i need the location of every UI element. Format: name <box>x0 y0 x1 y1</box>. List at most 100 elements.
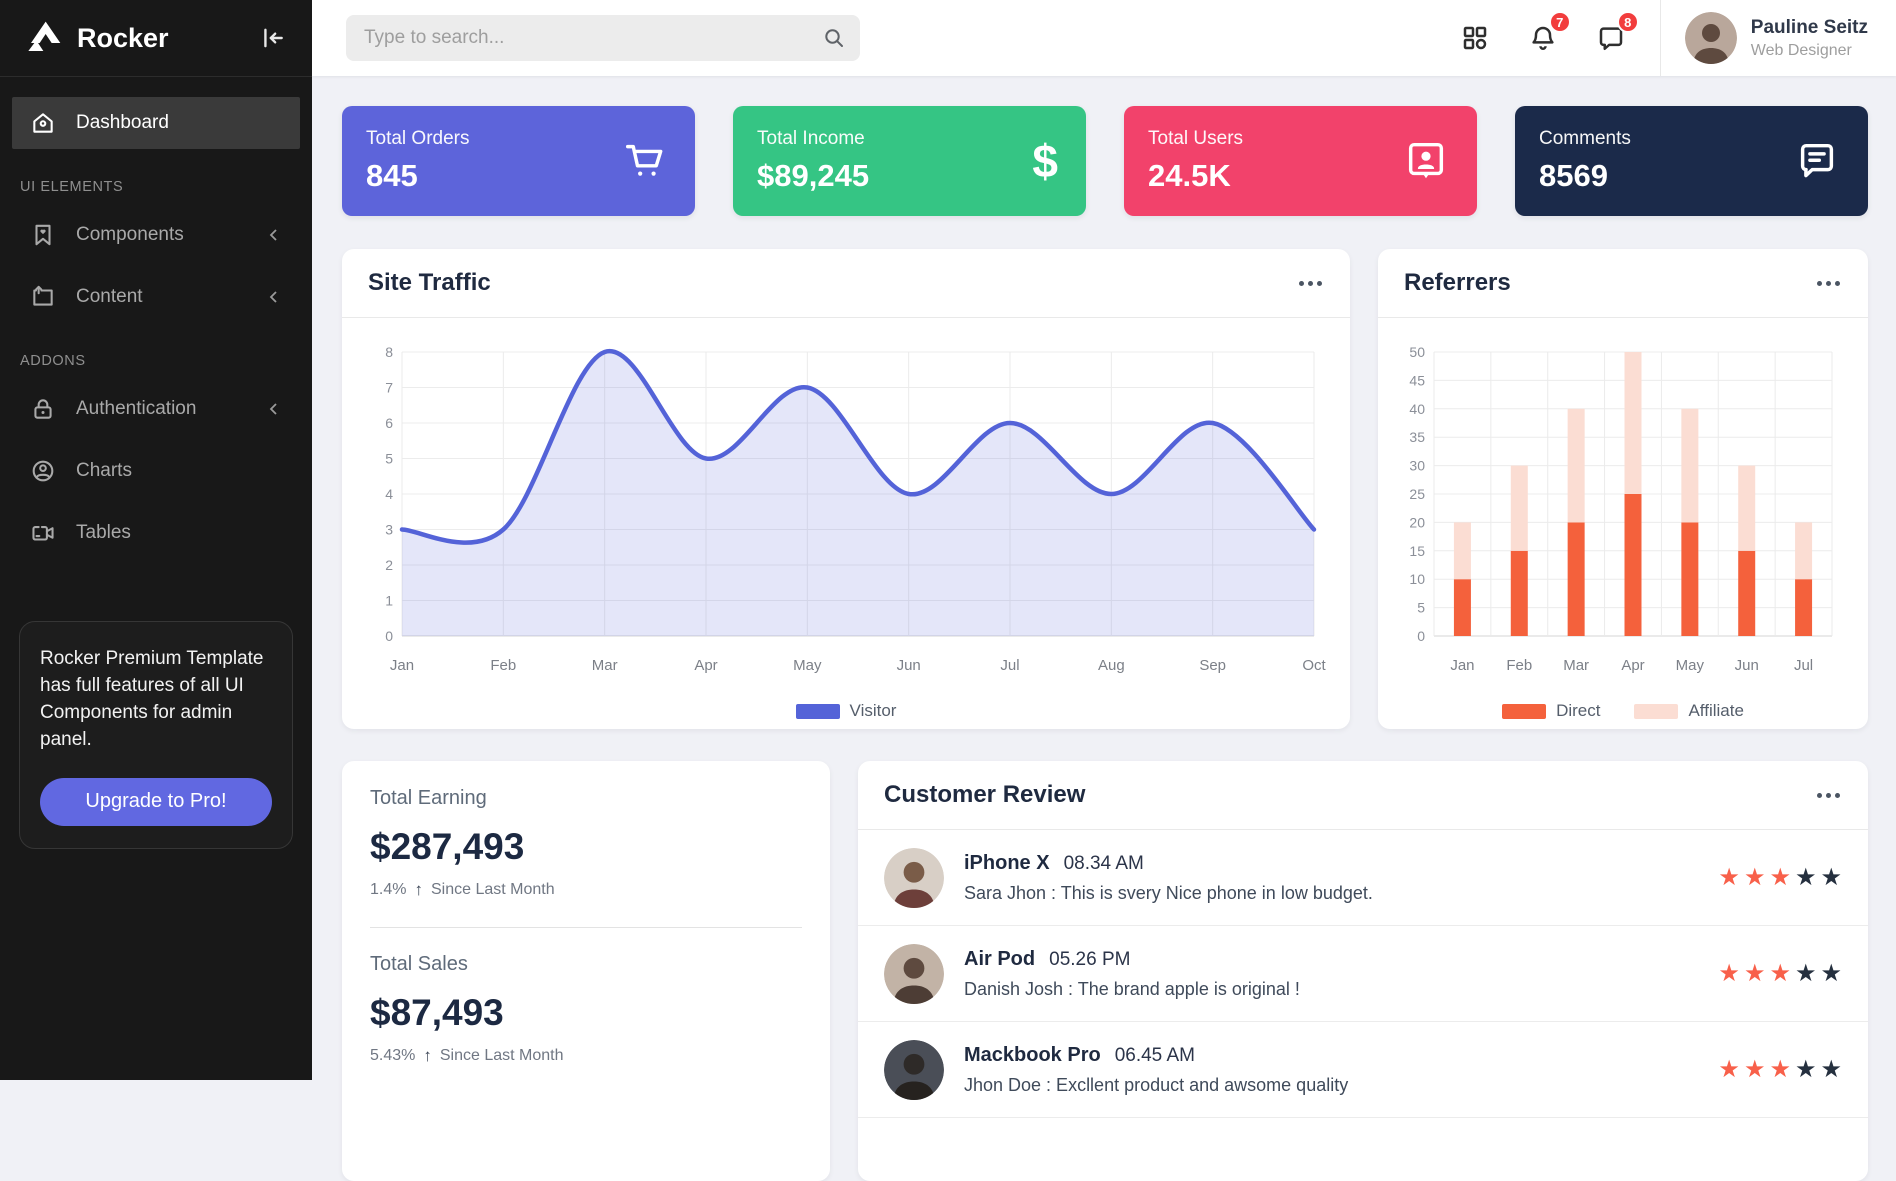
review-row-iphone-x: iPhone X 08.34 AM Sara Jhon : This is sv… <box>858 830 1868 926</box>
customer-review-menu-button[interactable] <box>1815 787 1842 804</box>
earning-value: $287,493 <box>370 826 525 867</box>
stat-card-total-orders: Total Orders 845 <box>342 106 695 216</box>
site-traffic-menu-button[interactable] <box>1297 275 1324 292</box>
svg-text:45: 45 <box>1409 372 1425 388</box>
notifications-badge: 7 <box>1548 11 1571 33</box>
svg-text:Jun: Jun <box>897 657 921 674</box>
referrers-menu-button[interactable] <box>1815 275 1842 292</box>
star-filled-icon: ★ <box>1743 1056 1766 1083</box>
comment-icon <box>1794 138 1840 184</box>
sidebar-item-dashboard[interactable]: Dashboard <box>12 97 300 149</box>
svg-text:Oct: Oct <box>1302 657 1326 674</box>
bell-icon <box>1532 26 1554 50</box>
promo-card: Rocker Premium Template has full feature… <box>19 621 293 849</box>
content-icon <box>30 284 56 310</box>
upgrade-button[interactable]: Upgrade to Pro! <box>40 777 272 826</box>
star-rating: ★ ★ ★ ★ ★ <box>1718 959 1842 988</box>
review-time: 08.34 AM <box>1063 852 1144 874</box>
svg-text:5: 5 <box>385 451 393 467</box>
review-product: Air Pod <box>964 947 1036 970</box>
svg-text:30: 30 <box>1409 458 1425 474</box>
referrers-chart: 0 5 10 15 20 25 30 35 40 45 50 Jan Feb Mar Apr May Jun Ju… <box>1409 344 1833 674</box>
stat-card-comments: Comments 8569 <box>1515 106 1868 216</box>
svg-text:35: 35 <box>1409 429 1425 445</box>
svg-text:40: 40 <box>1409 401 1425 417</box>
sidebar-section-ui-elements: UI ELEMENTS <box>20 179 124 195</box>
stat-label: Total Income <box>757 128 865 149</box>
earnings-card: Total Earning $287,493 1.4% ↑ Since Last… <box>342 761 830 1181</box>
stat-card-total-users: Total Users 24.5K <box>1124 106 1477 216</box>
stat-label: Total Orders <box>366 128 470 149</box>
topbar: 7 8 Pauline Seitz Web Designer <box>312 0 1896 76</box>
stat-label: Total Users <box>1148 128 1244 149</box>
earning-note: Since Last Month <box>430 881 555 898</box>
up-arrow-icon: ↑ <box>423 1046 432 1065</box>
stat-value: 8569 <box>1539 158 1608 193</box>
site-traffic-card: Site Traffic 0 1 2 3 4 5 6 7 8 Jan Feb Mar Apr May Jun… <box>342 249 1350 729</box>
site-traffic-chart: 0 1 2 3 4 5 6 7 8 Jan Feb Mar Apr May Jun Jul Aug Sep Oct <box>385 344 1326 674</box>
svg-text:15: 15 <box>1409 543 1425 559</box>
referrers-legend: Direct Affiliate <box>1398 701 1848 721</box>
sidebar-item-authentication[interactable]: Authentication <box>12 383 300 435</box>
cart-icon <box>621 138 667 184</box>
user-role: Web Designer <box>1750 41 1852 59</box>
sidebar-item-components[interactable]: Components <box>12 209 300 261</box>
sales-note: Since Last Month <box>439 1047 564 1064</box>
search-input[interactable] <box>346 15 860 61</box>
svg-text:Jun: Jun <box>1735 657 1759 674</box>
sidebar-item-label: Authentication <box>76 398 197 419</box>
sales-label: Total Sales <box>370 953 468 975</box>
svg-text:Feb: Feb <box>1506 657 1532 674</box>
svg-text:1: 1 <box>385 593 393 609</box>
topbar-divider <box>1659 0 1661 76</box>
review-time: 05.26 PM <box>1049 948 1131 970</box>
stat-card-total-income: Total Income $89,245 $ <box>733 106 1086 216</box>
messages-button[interactable]: 8 <box>1592 11 1639 57</box>
star-empty-icon: ★ <box>1794 864 1817 891</box>
svg-text:3: 3 <box>385 522 393 538</box>
svg-text:Mar: Mar <box>592 657 618 674</box>
svg-text:Jan: Jan <box>390 657 414 674</box>
collapse-left-icon <box>264 28 283 48</box>
stat-label: Comments <box>1539 128 1631 149</box>
sidebar-section-addons: ADDONS <box>20 353 86 369</box>
svg-text:Feb: Feb <box>490 657 516 674</box>
legend-item: Visitor <box>795 701 896 721</box>
brand-name: Rocker <box>77 22 169 53</box>
svg-text:Jan: Jan <box>1450 657 1474 674</box>
star-filled-icon: ★ <box>1769 1056 1791 1083</box>
notifications-button[interactable]: 7 <box>1524 11 1571 57</box>
svg-text:6: 6 <box>385 415 393 431</box>
reviewer-avatar <box>884 943 944 1004</box>
sidebar-item-charts[interactable]: Charts <box>12 445 300 497</box>
site-traffic-legend: Visitor <box>362 701 1330 721</box>
promo-text: Rocker Premium Template has full feature… <box>40 648 264 750</box>
review-row-mackbook-pro: Mackbook Pro 06.45 AM Jhon Doe : Excllen… <box>858 1022 1868 1118</box>
legend-item: Affiliate <box>1634 701 1744 721</box>
svg-text:Sep: Sep <box>1199 657 1226 674</box>
svg-text:7: 7 <box>385 380 393 396</box>
profile-menu[interactable]: Pauline Seitz Web Designer <box>1684 12 1868 64</box>
apps-grid-button[interactable] <box>1456 19 1494 57</box>
star-filled-icon: ★ <box>1718 960 1740 987</box>
star-empty-icon: ★ <box>1794 1056 1817 1083</box>
star-filled-icon: ★ <box>1769 864 1791 891</box>
messages-badge: 8 <box>1616 11 1639 33</box>
bottom-row: Total Earning $287,493 1.4% ↑ Since Last… <box>342 761 1868 1181</box>
star-empty-icon: ★ <box>1794 960 1817 987</box>
main-content: Total Orders 845 Total Income $89,245 $ … <box>312 76 1896 1181</box>
search-icon[interactable] <box>822 26 846 55</box>
svg-text:Mar: Mar <box>1563 657 1589 674</box>
legend-item: Direct <box>1502 701 1600 721</box>
sidebar-item-tables[interactable]: Tables <box>12 507 300 559</box>
sales-change: 5.43% <box>370 1047 416 1064</box>
sidebar-item-label: Dashboard <box>76 112 169 133</box>
star-empty-icon: ★ <box>1820 864 1842 891</box>
svg-text:May: May <box>793 657 822 674</box>
sidebar-item-content[interactable]: Content <box>12 271 300 323</box>
sidebar-collapse-button[interactable] <box>258 23 288 53</box>
chat-bubble-icon <box>1599 27 1623 50</box>
customer-review-title: Customer Review <box>884 781 1086 808</box>
sidebar-item-label: Content <box>76 286 143 307</box>
account-circle-icon <box>30 458 56 484</box>
